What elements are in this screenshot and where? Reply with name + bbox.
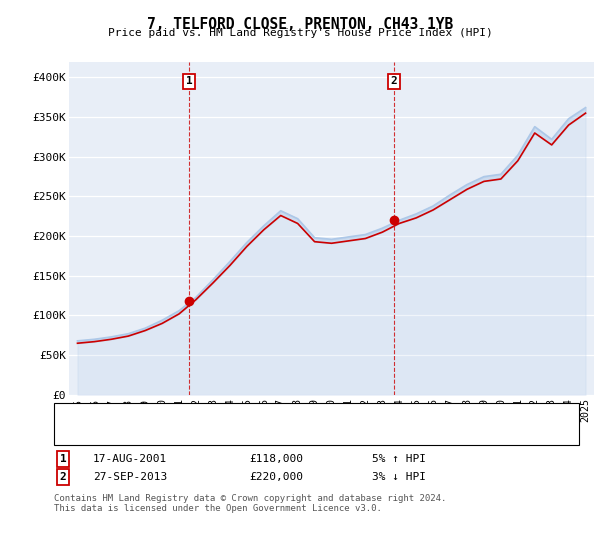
Text: 7, TELFORD CLOSE, PRENTON, CH43 1YB (detached house): 7, TELFORD CLOSE, PRENTON, CH43 1YB (det… (99, 410, 437, 420)
Text: Contains HM Land Registry data © Crown copyright and database right 2024.
This d: Contains HM Land Registry data © Crown c… (54, 494, 446, 514)
Text: £220,000: £220,000 (249, 472, 303, 482)
Text: 17-AUG-2001: 17-AUG-2001 (93, 454, 167, 464)
Text: 2: 2 (59, 472, 67, 482)
Text: 7, TELFORD CLOSE, PRENTON, CH43 1YB: 7, TELFORD CLOSE, PRENTON, CH43 1YB (147, 17, 453, 32)
Text: 5% ↑ HPI: 5% ↑ HPI (372, 454, 426, 464)
Text: HPI: Average price, detached house, Wirral: HPI: Average price, detached house, Wirr… (99, 428, 372, 438)
Text: 3% ↓ HPI: 3% ↓ HPI (372, 472, 426, 482)
Text: Price paid vs. HM Land Registry's House Price Index (HPI): Price paid vs. HM Land Registry's House … (107, 28, 493, 38)
Text: 1: 1 (59, 454, 67, 464)
Text: 2: 2 (391, 76, 398, 86)
Text: 27-SEP-2013: 27-SEP-2013 (93, 472, 167, 482)
Text: £118,000: £118,000 (249, 454, 303, 464)
Text: 1: 1 (186, 76, 193, 86)
